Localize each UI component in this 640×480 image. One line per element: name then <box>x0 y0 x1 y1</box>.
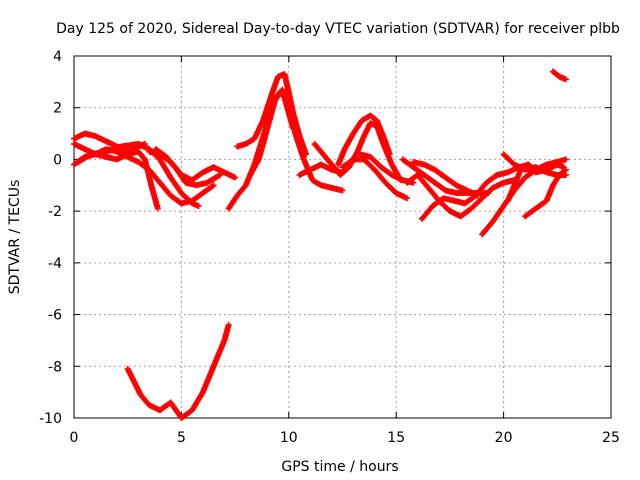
series-arc-23 <box>550 68 569 83</box>
data-point <box>217 171 224 178</box>
y-axis-label: SDTVAR / TECUs <box>7 180 23 295</box>
data-point <box>232 174 239 181</box>
x-axis-label: GPS time / hours <box>281 459 398 475</box>
data-point <box>562 166 569 173</box>
data-point <box>386 151 393 158</box>
trace-marker <box>561 167 568 174</box>
data-point <box>562 171 569 178</box>
data-point <box>403 195 410 202</box>
series-arc-09 <box>247 86 346 194</box>
x-tick-label: 0 <box>70 430 79 446</box>
y-tick-label: -6 <box>48 308 62 324</box>
x-tick-label: 25 <box>602 430 620 446</box>
plot-frame <box>73 55 612 419</box>
y-tick-label: 0 <box>53 152 62 168</box>
axis-ticks: 0 5 10 15 20 25 -10 -8 -6 -4 -2 0 2 4 <box>39 49 620 446</box>
trace-marker <box>209 183 216 190</box>
y-tick-label: -2 <box>48 204 62 220</box>
y-tick-label: -4 <box>48 256 62 272</box>
series-arc-08 <box>234 71 309 158</box>
series-arc-17 <box>403 171 518 220</box>
data-point <box>210 182 217 189</box>
data-point <box>562 76 569 83</box>
series-arc-12 <box>335 112 393 168</box>
data-point <box>154 205 161 212</box>
y-tick-label: 2 <box>53 101 62 117</box>
data-point <box>225 321 232 328</box>
chart-title: Day 125 of 2020, Sidereal Day-to-day VTE… <box>56 21 620 37</box>
y-tick-label: -10 <box>39 411 62 427</box>
data-series <box>71 68 569 421</box>
x-tick-label: 20 <box>495 430 513 446</box>
series-arc-06 <box>152 146 224 189</box>
x-tick-label: 15 <box>387 430 405 446</box>
series-arc-24 <box>124 321 232 421</box>
data-point <box>562 156 569 163</box>
series-arc-22 <box>522 166 569 220</box>
data-point <box>195 202 202 209</box>
x-tick-label: 5 <box>177 430 186 446</box>
y-tick-label: -8 <box>48 359 62 375</box>
data-point <box>339 187 346 194</box>
y-tick-label: 4 <box>53 49 62 65</box>
series-arc-13 <box>339 156 410 202</box>
x-tick-label: 10 <box>280 430 298 446</box>
